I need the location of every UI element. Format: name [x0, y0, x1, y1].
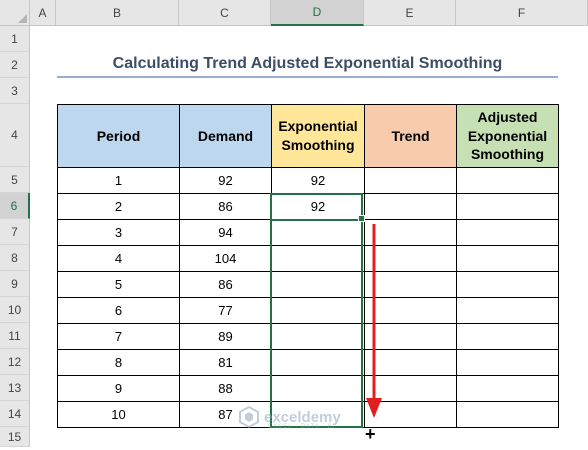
header-exp-line1: Exponential [278, 118, 358, 135]
table-row: 10 87 [57, 401, 559, 428]
cell-exp[interactable] [271, 401, 365, 428]
sheet-title[interactable]: Calculating Trend Adjusted Exponential S… [57, 52, 558, 78]
cell-adj[interactable] [456, 323, 559, 350]
row-header-4[interactable]: 4 [0, 104, 30, 167]
cell-adj[interactable] [456, 245, 559, 272]
cell-exp[interactable] [271, 323, 365, 350]
cell-period[interactable]: 4 [57, 245, 180, 272]
column-header-d[interactable]: D [271, 0, 364, 26]
cell-exp[interactable] [271, 349, 365, 376]
crosshair-plus-icon: + [365, 424, 376, 444]
cell-adj[interactable] [456, 349, 559, 376]
cell-period[interactable]: 2 [57, 193, 180, 220]
row-header-11[interactable]: 11 [0, 323, 30, 349]
cell-adj[interactable] [456, 271, 559, 298]
cell-demand[interactable]: 81 [179, 349, 272, 376]
cell-adj[interactable] [456, 297, 559, 324]
row-header-1[interactable]: 1 [0, 26, 30, 52]
cell-demand[interactable]: 89 [179, 323, 272, 350]
cell-exp[interactable] [271, 245, 365, 272]
table-row: 2 86 92 [57, 193, 559, 220]
cell-period[interactable]: 10 [57, 401, 180, 428]
active-cell-d6[interactable] [270, 193, 363, 219]
column-header-f[interactable]: F [456, 0, 588, 26]
cell-period[interactable]: 5 [57, 271, 180, 298]
cell-trend[interactable] [364, 167, 457, 194]
cell-demand[interactable]: 92 [179, 167, 272, 194]
cell-period[interactable]: 9 [57, 375, 180, 402]
row-header-9[interactable]: 9 [0, 271, 30, 297]
cell-demand[interactable]: 94 [179, 219, 272, 246]
header-exponential-smoothing[interactable]: Exponential Smoothing [271, 104, 365, 168]
watermark-brand: exceldemy [264, 408, 341, 426]
row-header-5[interactable]: 5 [0, 167, 30, 193]
table-row: 7 89 [57, 323, 559, 350]
cell-demand[interactable]: 88 [179, 375, 272, 402]
cell-demand[interactable]: 104 [179, 245, 272, 272]
header-adj-line1: Adjusted [477, 108, 538, 125]
header-period[interactable]: Period [57, 104, 180, 168]
column-header-a[interactable]: A [30, 0, 56, 26]
row-header-7[interactable]: 7 [0, 219, 30, 245]
table-row: 4 104 [57, 245, 559, 272]
row-header-15[interactable]: 15 [0, 427, 30, 447]
select-all-corner[interactable] [0, 0, 30, 26]
cell-demand[interactable]: 86 [179, 271, 272, 298]
column-headers: A B C D E F [30, 0, 588, 26]
cell-trend[interactable] [364, 375, 457, 402]
row-header-8[interactable]: 8 [0, 245, 30, 271]
cell-period[interactable]: 7 [57, 323, 180, 350]
table-row: 3 94 [57, 219, 559, 246]
cell-period[interactable]: 1 [57, 167, 180, 194]
row-header-6[interactable]: 6 [0, 193, 30, 219]
cell-trend[interactable] [364, 401, 457, 428]
arrow-down-icon [366, 224, 382, 418]
cell-exp[interactable]: 92 [271, 167, 365, 194]
row-header-13[interactable]: 13 [0, 375, 30, 401]
row-header-10[interactable]: 10 [0, 297, 30, 323]
row-headers: 1 2 3 4 5 6 7 8 9 10 11 12 13 14 15 [0, 26, 30, 447]
cell-trend[interactable] [364, 193, 457, 220]
cell-exp[interactable] [271, 271, 365, 298]
cell-adj[interactable] [456, 375, 559, 402]
row-header-3[interactable]: 3 [0, 78, 30, 104]
data-table: Period Demand Exponential Smoothing Tren… [57, 104, 559, 428]
watermark: exceldemy EXCEL · DATA · BI [238, 406, 341, 430]
cell-period[interactable]: 6 [57, 297, 180, 324]
row-header-2[interactable]: 2 [0, 52, 30, 78]
header-exp-line2: Smoothing [281, 137, 355, 153]
table-row: 5 86 [57, 271, 559, 298]
header-adj-line2: Exponential [467, 127, 548, 144]
header-trend[interactable]: Trend [364, 104, 457, 168]
column-header-c[interactable]: C [179, 0, 271, 26]
cell-adj[interactable] [456, 219, 559, 246]
fill-handle[interactable] [358, 215, 365, 222]
row-header-14[interactable]: 14 [0, 401, 30, 427]
column-header-e[interactable]: E [364, 0, 456, 26]
cell-period[interactable]: 3 [57, 219, 180, 246]
watermark-tagline: EXCEL · DATA · BI [268, 424, 336, 430]
cell-adj[interactable] [456, 167, 559, 194]
cell-demand[interactable]: 77 [179, 297, 272, 324]
cell-adj[interactable] [456, 193, 559, 220]
cell-period[interactable]: 8 [57, 349, 180, 376]
cell-demand[interactable]: 86 [179, 193, 272, 220]
selection-range-d7-d14[interactable] [270, 219, 363, 428]
header-demand[interactable]: Demand [179, 104, 272, 168]
column-header-b[interactable]: B [56, 0, 179, 26]
cell-trend[interactable] [364, 349, 457, 376]
table-body: 1 92 92 2 86 92 3 94 4 104 5 86 6 77 7 89 8 81 9 88 10 87 [57, 167, 559, 428]
table-row: 1 92 92 [57, 167, 559, 194]
header-adj-line3: Smoothing [470, 146, 545, 163]
cell-trend[interactable] [364, 219, 457, 246]
header-adjusted-exponential-smoothing[interactable]: Adjusted Exponential Smoothing [456, 104, 559, 168]
exceldemy-logo-icon [239, 406, 259, 428]
cell-adj[interactable] [456, 401, 559, 428]
row-header-12[interactable]: 12 [0, 349, 30, 375]
